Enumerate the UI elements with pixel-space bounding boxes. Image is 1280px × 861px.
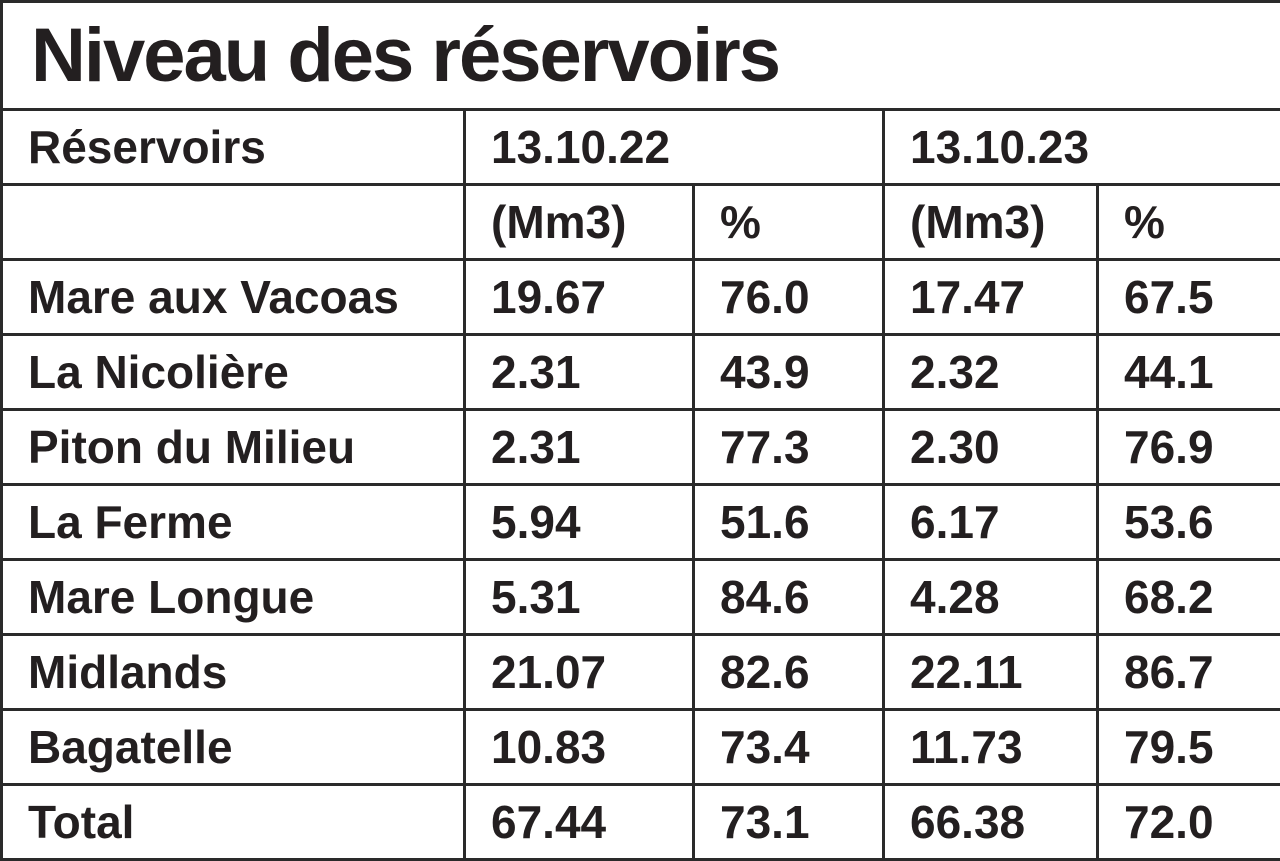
- header-unit: %: [694, 185, 884, 260]
- cell-value: 67.5: [1098, 260, 1280, 335]
- header-unit: (Mm3): [465, 185, 694, 260]
- cell-value: 43.9: [694, 335, 884, 410]
- cell-value: 11.73: [884, 710, 1098, 785]
- header-date: 13.10.23: [884, 110, 1280, 185]
- empty-cell: [2, 185, 465, 260]
- cell-value: 22.11: [884, 635, 1098, 710]
- cell-value: 2.30: [884, 410, 1098, 485]
- reservoir-name: Total: [2, 785, 465, 860]
- cell-value: 53.6: [1098, 485, 1280, 560]
- reservoir-name: Mare Longue: [2, 560, 465, 635]
- unit-row: (Mm3) % (Mm3) %: [2, 185, 1280, 260]
- header-row: Réservoirs 13.10.22 13.10.23: [2, 110, 1280, 185]
- cell-value: 79.5: [1098, 710, 1280, 785]
- cell-value: 76.0: [694, 260, 884, 335]
- cell-value: 67.44: [465, 785, 694, 860]
- cell-value: 17.47: [884, 260, 1098, 335]
- cell-value: 2.31: [465, 410, 694, 485]
- header-unit: (Mm3): [884, 185, 1098, 260]
- reservoir-name: Mare aux Vacoas: [2, 260, 465, 335]
- reservoir-name: La Ferme: [2, 485, 465, 560]
- cell-value: 5.94: [465, 485, 694, 560]
- cell-value: 51.6: [694, 485, 884, 560]
- header-date: 13.10.22: [465, 110, 884, 185]
- header-unit: %: [1098, 185, 1280, 260]
- cell-value: 2.31: [465, 335, 694, 410]
- header-label: Réservoirs: [2, 110, 465, 185]
- cell-value: 19.67: [465, 260, 694, 335]
- cell-value: 84.6: [694, 560, 884, 635]
- cell-value: 86.7: [1098, 635, 1280, 710]
- table-title: Niveau des réservoirs: [2, 2, 1280, 110]
- cell-value: 2.32: [884, 335, 1098, 410]
- cell-value: 21.07: [465, 635, 694, 710]
- cell-value: 73.4: [694, 710, 884, 785]
- cell-value: 5.31: [465, 560, 694, 635]
- cell-value: 4.28: [884, 560, 1098, 635]
- cell-value: 10.83: [465, 710, 694, 785]
- cell-value: 76.9: [1098, 410, 1280, 485]
- title-row: Niveau des réservoirs: [2, 2, 1280, 110]
- reservoir-name: Midlands: [2, 635, 465, 710]
- reservoir-name: La Nicolière: [2, 335, 465, 410]
- cell-value: 82.6: [694, 635, 884, 710]
- cell-value: 68.2: [1098, 560, 1280, 635]
- cell-value: 73.1: [694, 785, 884, 860]
- cell-value: 72.0: [1098, 785, 1280, 860]
- reservoir-name: Bagatelle: [2, 710, 465, 785]
- reservoir-name: Piton du Milieu: [2, 410, 465, 485]
- cell-value: 44.1: [1098, 335, 1280, 410]
- cell-value: 6.17: [884, 485, 1098, 560]
- cell-value: 77.3: [694, 410, 884, 485]
- cell-value: 66.38: [884, 785, 1098, 860]
